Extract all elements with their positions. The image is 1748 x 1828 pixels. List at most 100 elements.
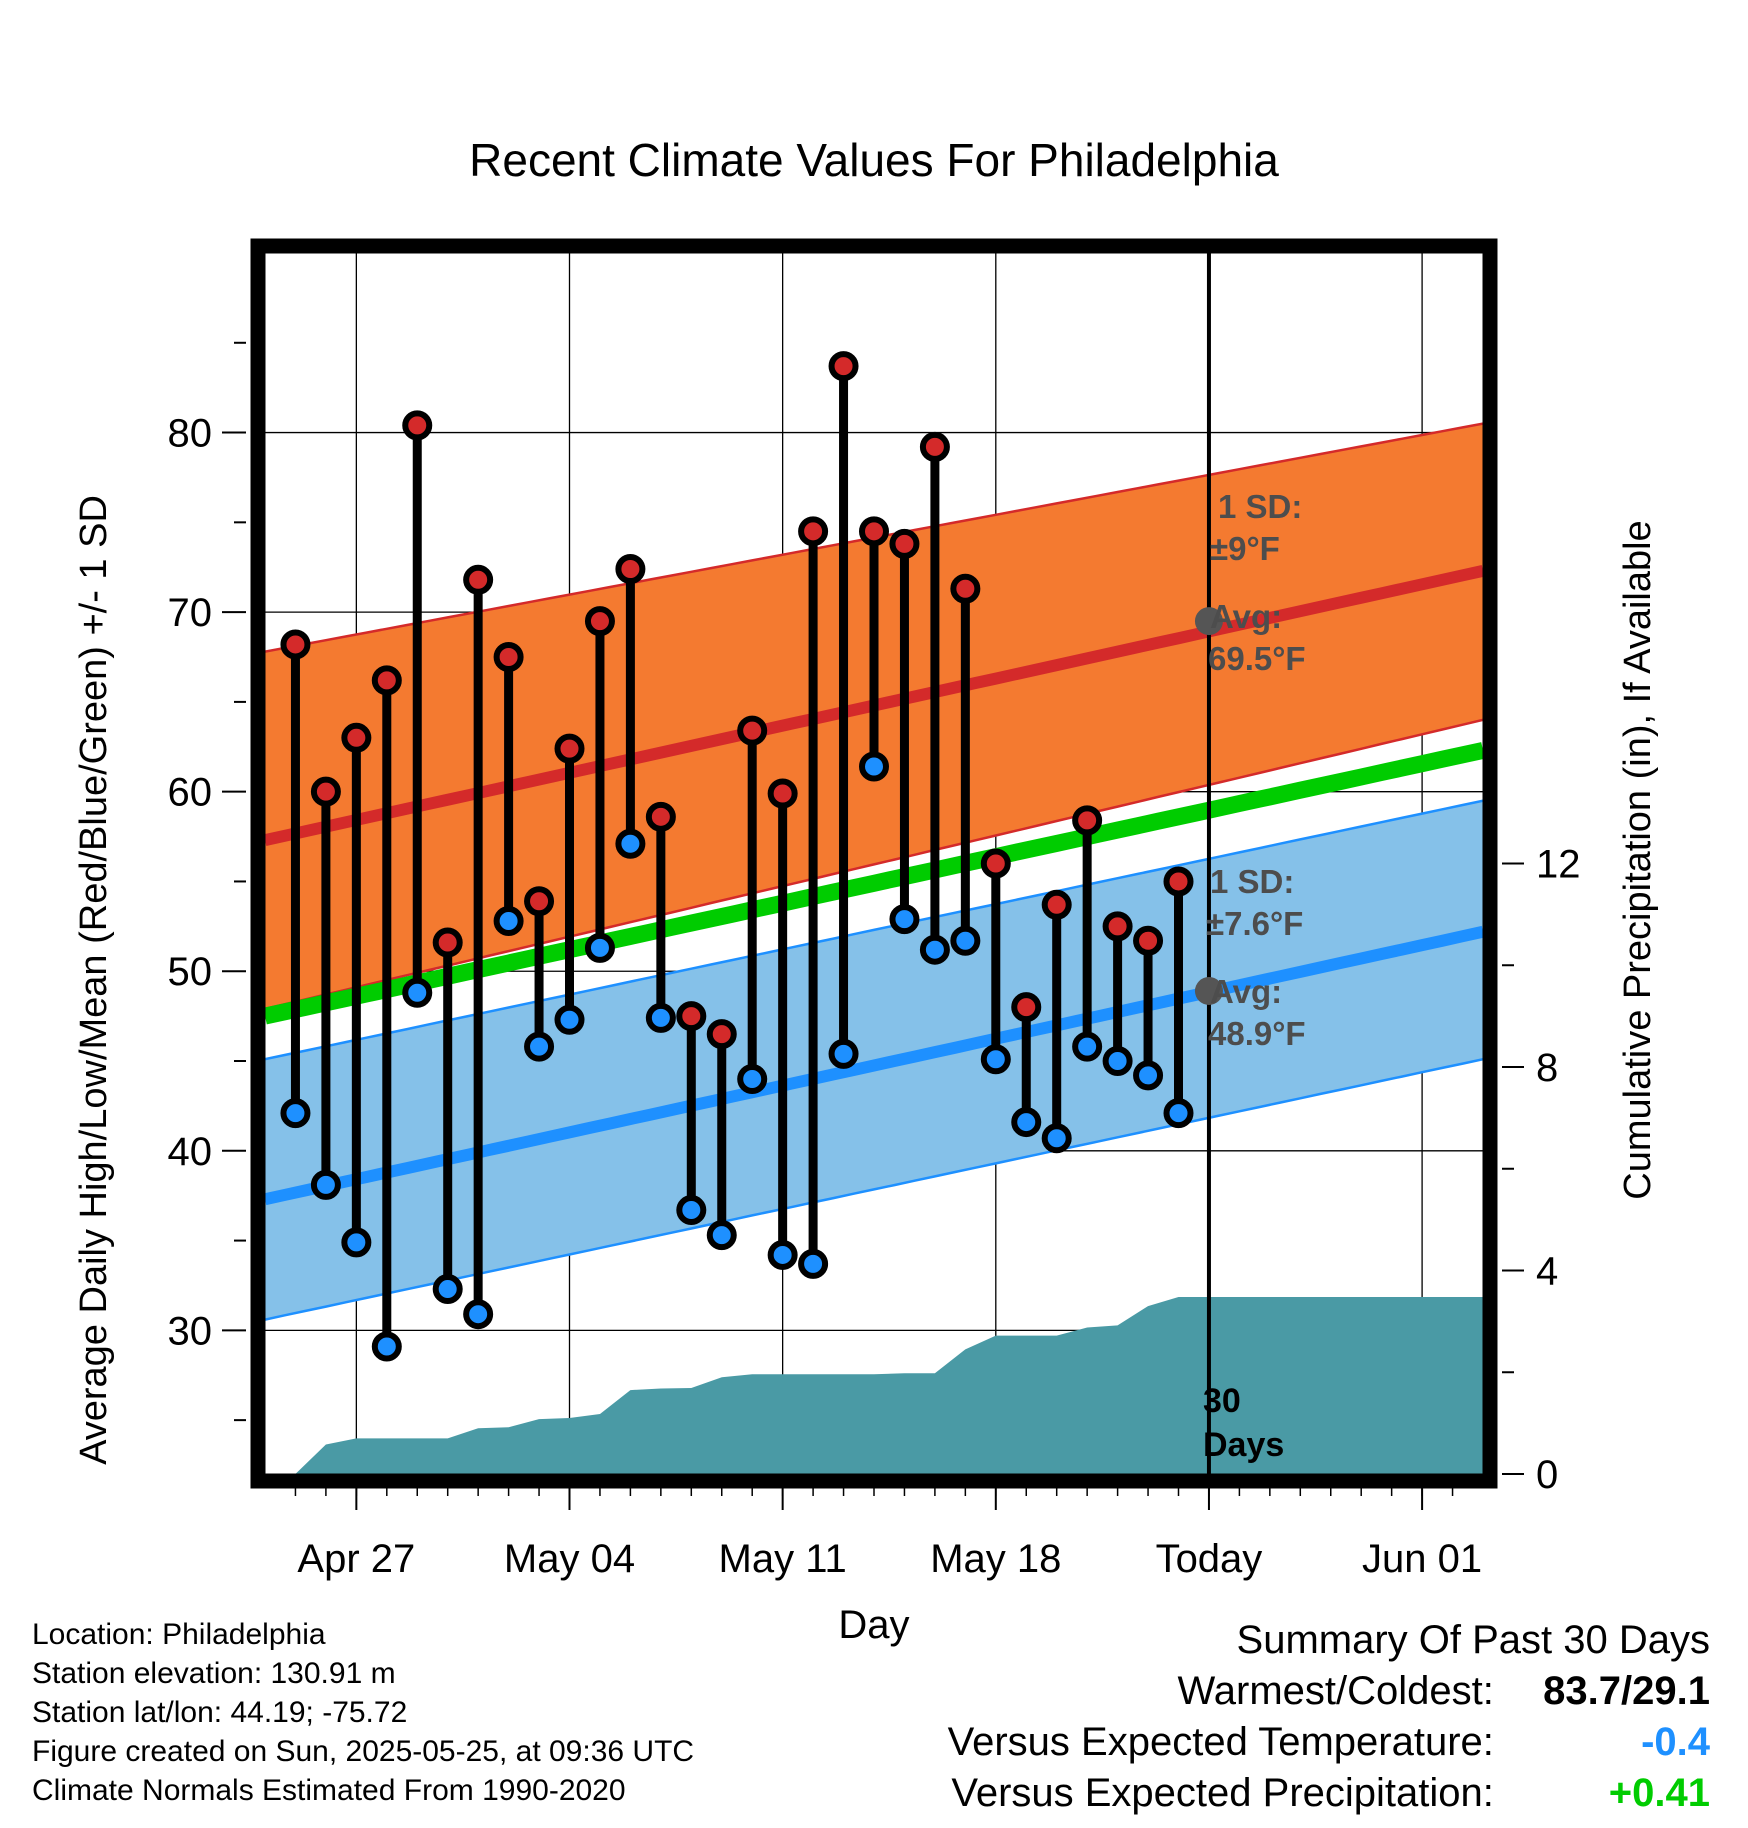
daily-low-marker <box>1011 1107 1042 1138</box>
daily-low-marker <box>889 904 920 935</box>
location-text: Location: Philadelphia <box>32 1618 326 1651</box>
warmest-value: 83.7/29.1 <box>1543 1669 1710 1713</box>
daily-high-marker <box>584 606 615 637</box>
low-sd-lower-line <box>265 1057 1483 1321</box>
created-text: Figure created on Sun, 2025-05-25, at 09… <box>32 1735 695 1768</box>
daily-high-marker <box>859 516 889 547</box>
plot-frame <box>250 238 1498 1489</box>
daily-high-marker <box>980 848 1011 879</box>
low-avg-value: 48.9°F <box>1208 1015 1306 1052</box>
daily-high-marker <box>1163 866 1194 897</box>
daily-high-marker <box>950 573 981 604</box>
daily-range-bars <box>280 351 1194 1362</box>
daily-low-marker <box>919 934 950 965</box>
daily-low-marker <box>493 905 524 936</box>
summary-temp-row: Versus Expected Temperature: -0.4 <box>948 1717 1710 1768</box>
days-label: Days <box>1203 1426 1284 1464</box>
precipitation-fill <box>295 1297 1483 1474</box>
daily-high-marker <box>1133 925 1164 956</box>
x-tick-label: Apr 27 <box>297 1537 415 1581</box>
daily-high-marker <box>1102 911 1133 942</box>
daily-low-marker <box>310 1169 341 1200</box>
daily-low-marker <box>615 828 646 859</box>
daily-high-marker <box>493 642 524 673</box>
daily-high-marker <box>645 801 676 832</box>
x-tick-label: May 18 <box>930 1537 1061 1581</box>
daily-high-marker <box>1041 889 1072 920</box>
normal-low-line <box>265 925 1483 1206</box>
low-sd-upper-line <box>265 799 1483 1061</box>
temp-label: Versus Expected Temperature: <box>947 1720 1494 1764</box>
x-tick-label: Jun 01 <box>1362 1537 1482 1581</box>
high-avg-marker <box>1194 607 1223 636</box>
y-axis-label: Average Daily High/Low/Mean (Red/Blue/Gr… <box>73 495 115 1465</box>
daily-high-marker <box>371 665 402 696</box>
high-sd-lower-line <box>265 718 1483 1011</box>
daily-high-marker <box>310 776 341 807</box>
y-tick-label: 30 <box>168 1309 213 1353</box>
summary-panel: Summary Of Past 30 Days Warmest/Coldest:… <box>948 1615 1710 1819</box>
daily-high-marker <box>341 722 372 753</box>
daily-high-marker <box>798 516 829 547</box>
daily-high-marker <box>432 927 463 958</box>
daily-low-marker <box>645 1002 676 1033</box>
normal-mean-line <box>265 742 1483 1025</box>
high-avg-value: 69.5°F <box>1208 640 1306 677</box>
chart-title: Recent Climate Values For Philadelphia <box>469 134 1279 186</box>
daily-low-marker <box>1072 1031 1103 1062</box>
precipitation-area <box>295 1297 1483 1474</box>
x-tick-label: May 04 <box>504 1537 635 1581</box>
daily-high-marker <box>919 431 950 462</box>
temp-value: -0.4 <box>1641 1720 1710 1764</box>
daily-high-marker <box>615 554 646 585</box>
low-avg-label: Avg: <box>1210 973 1282 1010</box>
daily-high-marker <box>1011 992 1042 1023</box>
low-sd-label: 1 SD: <box>1210 863 1294 900</box>
daily-low-marker <box>676 1195 707 1226</box>
daily-low-marker <box>980 1044 1011 1075</box>
daily-low-marker <box>584 932 615 963</box>
daily-low-marker <box>828 1038 859 1069</box>
high-avg-label: Avg: <box>1210 598 1282 635</box>
daily-high-marker <box>889 528 920 559</box>
y2-tick-label: 0 <box>1536 1453 1558 1497</box>
daily-low-marker <box>280 1098 311 1129</box>
daily-low-marker <box>554 1004 585 1035</box>
high-sd-label: 1 SD: <box>1218 488 1302 525</box>
daily-low-marker <box>463 1299 494 1330</box>
daily-low-marker <box>798 1248 829 1279</box>
elevation-text: Station elevation: 130.91 m <box>32 1657 396 1690</box>
low-avg-marker <box>1194 976 1223 1005</box>
y-tick-label: 70 <box>168 591 213 635</box>
average-markers <box>1194 607 1223 1005</box>
daily-low-marker <box>1163 1098 1194 1129</box>
daily-low-marker <box>524 1031 555 1062</box>
x-axis-label: Day <box>838 1603 909 1647</box>
y2-tick-label: 12 <box>1536 843 1581 887</box>
precip-label: Versus Expected Precipitation: <box>951 1771 1494 1815</box>
annotations: 1 SD: ±9°F Avg: 69.5°F 1 SD: ±7.6°F Avg:… <box>1203 488 1306 1464</box>
summary-warmest-row: Warmest/Coldest: 83.7/29.1 <box>948 1666 1711 1717</box>
y-tick-label: 60 <box>168 771 213 815</box>
daily-high-marker <box>1072 805 1103 836</box>
daily-low-marker <box>432 1274 463 1305</box>
daily-low-marker <box>706 1220 737 1251</box>
y-tick-label: 80 <box>168 412 213 456</box>
x-axis: Apr 27 May 04 May 11 May 18 Today Jun 01 <box>294 1488 1482 1581</box>
y2-axis-label: Cumulative Precipitation (in), If Availa… <box>1617 520 1659 1199</box>
daily-high-marker <box>402 410 433 441</box>
daily-low-marker <box>859 751 889 782</box>
y2-tick-label: 4 <box>1536 1250 1558 1294</box>
daily-high-marker <box>706 1019 737 1050</box>
summary-heading: Summary Of Past 30 Days <box>1236 1618 1710 1662</box>
daily-high-marker <box>767 778 798 809</box>
station-info: Location: Philadelphia Station elevation… <box>32 1615 694 1810</box>
daily-low-marker <box>1133 1060 1164 1091</box>
summary-precip-row: Versus Expected Precipitation: +0.41 <box>948 1768 1710 1819</box>
daily-high-marker <box>463 564 494 595</box>
y-tick-label: 50 <box>168 950 213 994</box>
high-sd-value: ±9°F <box>1210 530 1280 567</box>
y-axis-right: 0 4 8 12 <box>1502 843 1581 1497</box>
daily-high-marker <box>676 1001 707 1032</box>
daily-high-marker <box>737 715 768 746</box>
